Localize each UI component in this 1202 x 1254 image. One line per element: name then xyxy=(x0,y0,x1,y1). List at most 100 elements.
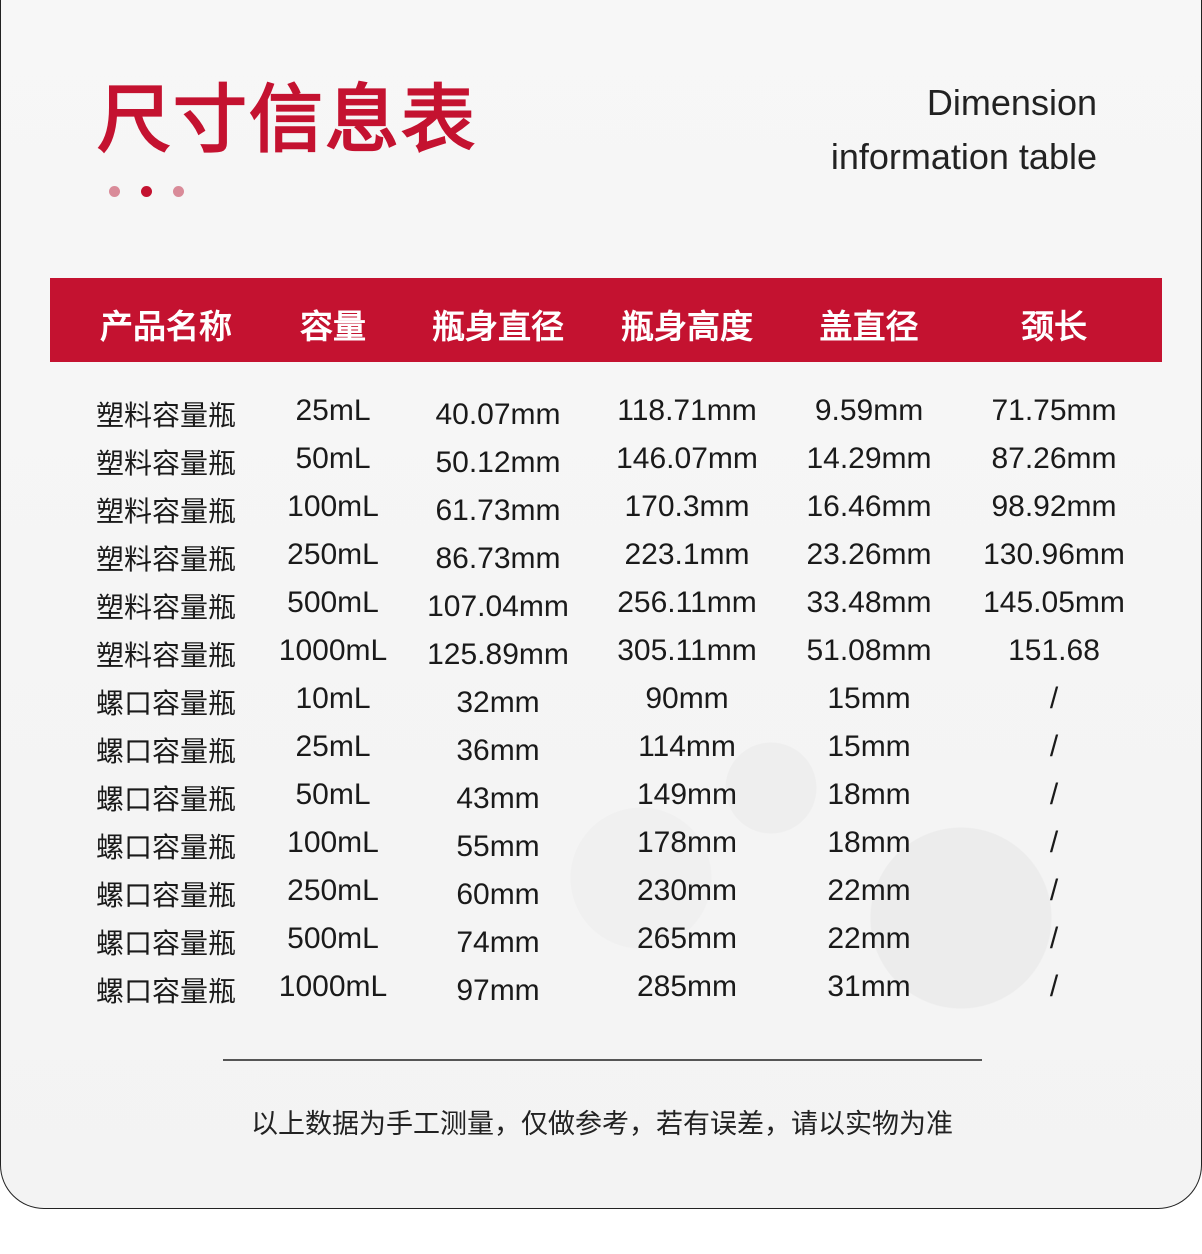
table-cell: 14.29mm xyxy=(806,442,932,475)
footnote: 以上数据为手工测量，仅做参考，若有误差，请以实物为准 xyxy=(251,1109,953,1140)
subtitle-line: information table xyxy=(830,136,1097,177)
table-cell: 250mL xyxy=(287,874,379,907)
table-cell: 500mL xyxy=(287,922,379,955)
table-cell: 22mm xyxy=(827,922,911,955)
table-row: 塑料容量瓶 50mL 50.12mm 146.07mm 14.29mm 87.26mm xyxy=(1,442,1201,490)
table-row: 塑料容量瓶 1000mL 125.89mm 305.11mm 51.08mm 151.68 xyxy=(1,634,1201,682)
table-cell: / xyxy=(1049,826,1059,859)
table-header: 产品名称 容量 瓶身直径 瓶身高度 盖直径 颈长 xyxy=(50,278,1162,362)
table-cell: / xyxy=(1049,874,1059,907)
table-cell: 256.11mm xyxy=(617,586,757,619)
table-cell: 塑料容量瓶 xyxy=(95,495,237,528)
table-cell: 50mL xyxy=(295,778,371,811)
table-cell: 170.3mm xyxy=(624,490,750,523)
table-cell: 51.08mm xyxy=(806,634,932,667)
english-subtitle: Dimension information table xyxy=(831,76,1097,184)
table-cell: 145.05mm xyxy=(983,586,1125,619)
table-cell: 36mm xyxy=(456,734,540,767)
table-cell: 118.71mm xyxy=(617,394,757,427)
table-cell: 125.89mm xyxy=(427,638,569,671)
table-cell: 15mm xyxy=(827,730,911,763)
table-cell: 55mm xyxy=(456,830,540,863)
table-cell: 178mm xyxy=(636,826,738,859)
table-cell: 10mL xyxy=(295,682,371,715)
table-cell: 塑料容量瓶 xyxy=(95,543,237,576)
table-cell: 9.59mm xyxy=(814,394,924,427)
table-cell: 18mm xyxy=(827,826,911,859)
table-cell: / xyxy=(1049,730,1059,763)
table-row: 塑料容量瓶 100mL 61.73mm 170.3mm 16.46mm 98.92mm xyxy=(1,490,1201,538)
table-row: 螺口容量瓶 10mL 32mm 90mm 15mm / xyxy=(1,682,1201,730)
table-cell: 146.07mm xyxy=(616,442,758,475)
table-cell: / xyxy=(1049,682,1059,715)
table-row: 螺口容量瓶 1000mL 97mm 285mm 31mm / xyxy=(1,970,1201,1018)
table-cell: 87.26mm xyxy=(991,442,1117,475)
table-row: 螺口容量瓶 250mL 60mm 230mm 22mm / xyxy=(1,874,1201,922)
column-header: 颈长 xyxy=(1021,307,1087,346)
table-row: 塑料容量瓶 25mL 40.07mm 118.71mm 9.59mm 71.75mm xyxy=(1,394,1201,442)
column-header: 容量 xyxy=(300,307,366,346)
table-row: 螺口容量瓶 25mL 36mm 114mm 15mm / xyxy=(1,730,1201,778)
table-cell: 305.11mm xyxy=(617,634,757,667)
table-cell: 螺口容量瓶 xyxy=(95,735,237,768)
table-cell: 40.07mm xyxy=(435,398,561,431)
table-cell: 螺口容量瓶 xyxy=(95,927,237,960)
table-cell: 螺口容量瓶 xyxy=(95,975,237,1008)
table-cell: 18mm xyxy=(827,778,911,811)
table-cell: / xyxy=(1049,970,1059,1003)
column-header: 瓶身直径 xyxy=(432,307,564,346)
table-cell: 25mL xyxy=(295,394,371,427)
table-row: 塑料容量瓶 500mL 107.04mm 256.11mm 33.48mm 145.05m… xyxy=(1,586,1201,634)
table-cell: 31mm xyxy=(827,970,911,1003)
subtitle-line: Dimension xyxy=(926,82,1097,123)
table-cell: 25mL xyxy=(295,730,371,763)
table-cell: 250mL xyxy=(287,538,379,571)
table-cell: 86.73mm xyxy=(435,542,561,575)
table-cell: 33.48mm xyxy=(806,586,932,619)
table-cell: 100mL xyxy=(287,826,379,859)
table-cell: 230mm xyxy=(636,874,738,907)
table-cell: 螺口容量瓶 xyxy=(95,783,237,816)
dimension-card: 尺寸信息表 Dimension information table 产品名称 容量… xyxy=(0,0,1202,1209)
divider xyxy=(223,1059,982,1061)
table-cell: 螺口容量瓶 xyxy=(95,879,237,912)
table-cell: 15mm xyxy=(827,682,911,715)
table-cell: 60mm xyxy=(456,878,540,911)
table-cell: 23.26mm xyxy=(806,538,932,571)
table-cell: 塑料容量瓶 xyxy=(95,447,237,480)
table-cell: 149mm xyxy=(636,778,738,811)
table-cell: 100mL xyxy=(287,490,379,523)
table-cell: 50.12mm xyxy=(435,446,561,479)
table-row: 螺口容量瓶 50mL 43mm 149mm 18mm / xyxy=(1,778,1201,826)
table-cell: 98.92mm xyxy=(991,490,1117,523)
table-row: 螺口容量瓶 500mL 74mm 265mm 22mm / xyxy=(1,922,1201,970)
table-cell: 塑料容量瓶 xyxy=(95,399,237,432)
table-cell: 塑料容量瓶 xyxy=(95,639,237,672)
table-cell: 22mm xyxy=(827,874,911,907)
table-cell: 1000mL xyxy=(278,970,388,1003)
dot-icon xyxy=(173,186,184,197)
column-header: 盖直径 xyxy=(819,307,919,346)
table-cell: 塑料容量瓶 xyxy=(95,591,237,624)
table-cell: 43mm xyxy=(456,782,540,815)
table-cell: 151.68 xyxy=(1008,634,1100,667)
table-cell: 114mm xyxy=(638,730,736,763)
table-cell: / xyxy=(1049,922,1059,955)
table-cell: 螺口容量瓶 xyxy=(95,831,237,864)
table-cell: / xyxy=(1049,778,1059,811)
table-cell: 107.04mm xyxy=(427,590,569,623)
column-header: 产品名称 xyxy=(100,307,232,346)
table-cell: 71.75mm xyxy=(991,394,1117,427)
decorative-dots xyxy=(109,186,184,197)
table-cell: 500mL xyxy=(287,586,379,619)
table-cell: 90mm xyxy=(645,682,729,715)
table-cell: 32mm xyxy=(456,686,540,719)
table-cell: 285mm xyxy=(636,970,738,1003)
dot-icon xyxy=(109,186,120,197)
table-cell: 74mm xyxy=(456,926,540,959)
page-title: 尺寸信息表 xyxy=(97,77,477,163)
table-cell: 50mL xyxy=(295,442,371,475)
table-cell: 223.1mm xyxy=(624,538,750,571)
table-cell: 130.96mm xyxy=(983,538,1125,571)
column-header: 瓶身高度 xyxy=(621,307,753,346)
